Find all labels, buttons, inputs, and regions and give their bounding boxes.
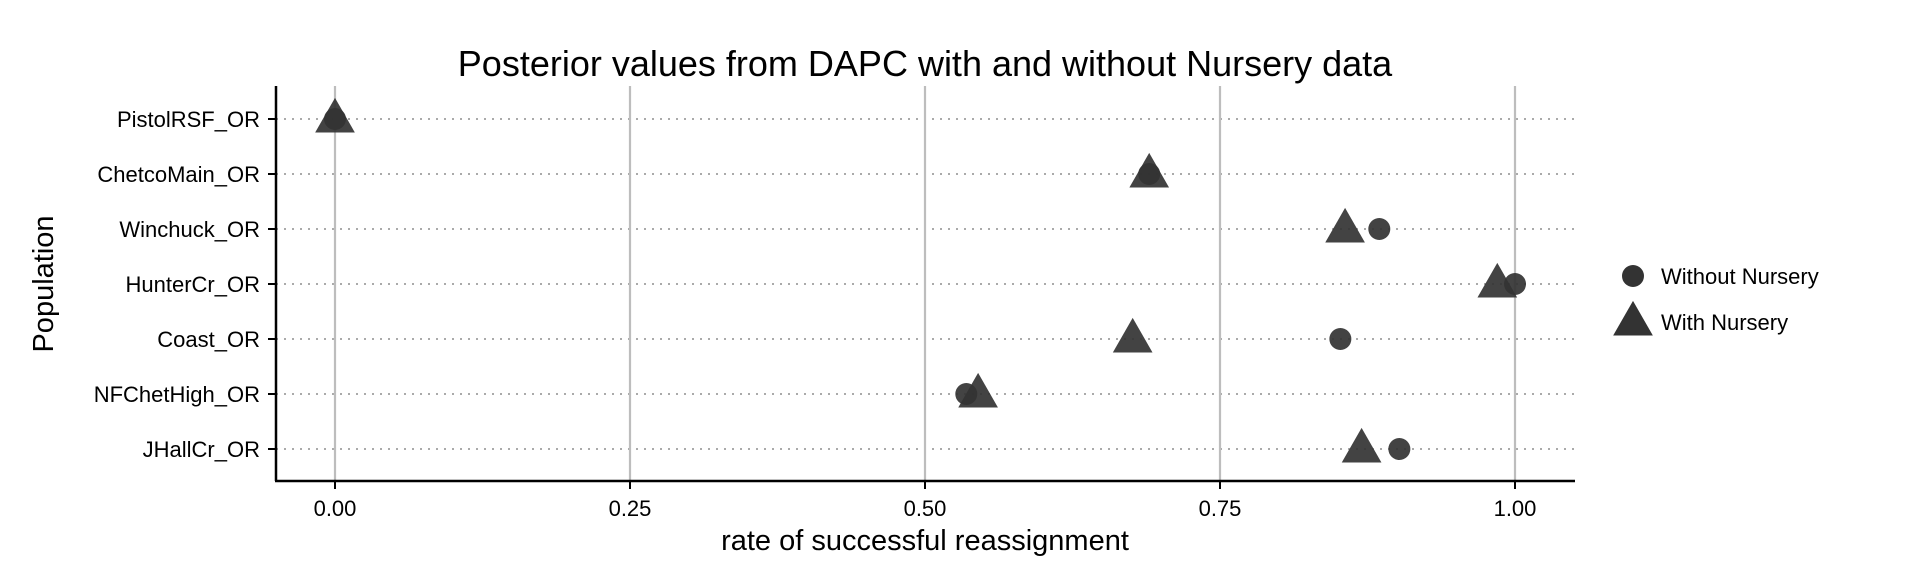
y-tick-label: Coast_OR <box>157 327 260 352</box>
y-tick-label: PistolRSF_OR <box>117 107 260 132</box>
x-tick-label: 0.25 <box>609 496 652 521</box>
x-tick-label: 0.75 <box>1199 496 1242 521</box>
x-axis-title: rate of successful reassignment <box>721 525 1129 557</box>
point-with-nursery <box>1129 152 1170 188</box>
x-tick-label: 1.00 <box>1494 496 1537 521</box>
y-tick-label: NFChetHigh_OR <box>94 382 260 407</box>
point-without-nursery <box>1329 328 1352 350</box>
point-with-nursery <box>1341 427 1382 463</box>
point-without-nursery <box>1368 218 1391 240</box>
y-tick-label: ChetcoMain_OR <box>97 162 260 187</box>
point-with-nursery <box>1477 262 1518 298</box>
point-with-nursery <box>1112 317 1153 353</box>
y-tick-label: HunterCr_OR <box>126 272 260 297</box>
legend: Without Nursery With Nursery <box>1613 264 1819 336</box>
legend-label: With Nursery <box>1661 310 1788 335</box>
legend-label: Without Nursery <box>1661 264 1819 289</box>
y-tick-label: JHallCr_OR <box>143 437 260 462</box>
y-tick-label: Winchuck_OR <box>119 217 260 242</box>
grid-layer <box>276 86 1575 481</box>
legend-triangle-key <box>1613 300 1653 336</box>
point-with-nursery <box>958 372 998 408</box>
x-tick-labels: 0.00 0.25 0.50 0.75 1.00 <box>314 481 1537 521</box>
y-axis-title: Population <box>28 215 60 352</box>
chart-title: Posterior values from DAPC with and with… <box>458 43 1393 84</box>
y-tick-labels: PistolRSF_OR ChetcoMain_OR Winchuck_OR Hunt… <box>94 107 276 462</box>
legend-circle-key <box>1622 265 1644 287</box>
point-with-nursery <box>315 97 355 133</box>
point-without-nursery <box>1388 438 1411 460</box>
data-points <box>315 97 1526 463</box>
x-tick-label: 0.00 <box>314 496 357 521</box>
point-with-nursery <box>1325 207 1365 243</box>
x-tick-label: 0.50 <box>904 496 947 521</box>
